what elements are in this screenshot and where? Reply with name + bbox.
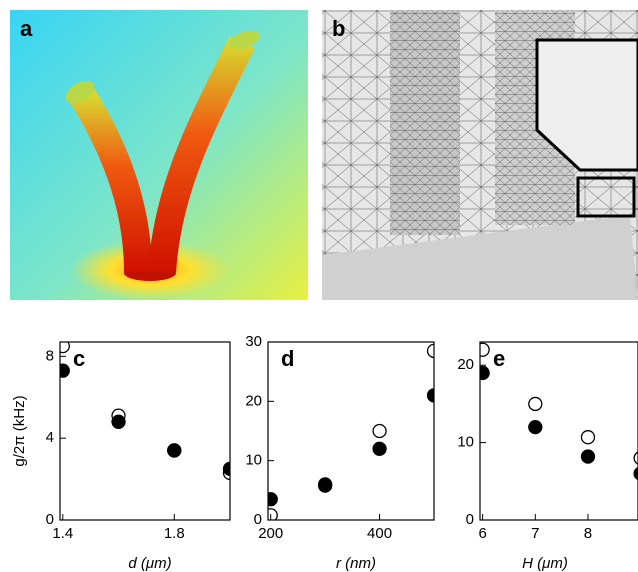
panel-label: d — [281, 346, 294, 371]
data-point — [476, 366, 489, 379]
data-point — [264, 493, 277, 506]
x-tick-label: 8 — [584, 525, 592, 542]
data-point — [56, 364, 69, 377]
y-tick-label: 10 — [457, 434, 474, 451]
panel-label: c — [73, 346, 85, 371]
x-tick-label: 400 — [367, 525, 392, 542]
panel-label: b — [332, 16, 345, 41]
y-tick-label: 0 — [466, 511, 474, 528]
panel-label: a — [20, 16, 33, 41]
panel-b-image — [322, 10, 638, 300]
x-axis-label: r (nm) — [336, 555, 376, 572]
y-tick-label: 8 — [46, 347, 54, 364]
y-tick-label: 4 — [46, 429, 54, 446]
figure: a b 1.4 1.8 0 4 8 c d (μm) g/2π (kHz) 20 0 400 0 10 20 3… — [0, 0, 638, 572]
plot-frame — [60, 342, 230, 520]
data-point — [529, 397, 542, 410]
y-tick-label: 30 — [245, 333, 262, 350]
x-axis-label: d (μm) — [128, 555, 171, 572]
data-point — [168, 444, 181, 457]
data-point — [373, 442, 386, 455]
data-point — [581, 431, 594, 444]
x-tick-label: 1.4 — [52, 525, 73, 542]
panel-label: e — [493, 346, 505, 371]
y-tick-label: 20 — [457, 356, 474, 373]
y-axis-label: g/2π (kHz) — [11, 395, 28, 466]
data-point — [529, 421, 542, 434]
y-tick-label: 10 — [245, 452, 262, 469]
panel-a-image — [10, 10, 308, 300]
data-point — [319, 478, 332, 491]
x-tick-label: 7 — [531, 525, 539, 542]
x-axis-label: H (μm) — [522, 555, 568, 572]
y-tick-label: 20 — [245, 392, 262, 409]
y-tick-label: 0 — [254, 511, 262, 528]
data-point — [112, 415, 125, 428]
x-tick-label: 6 — [478, 525, 486, 542]
data-point — [581, 450, 594, 463]
data-point — [373, 425, 386, 438]
data-point — [476, 343, 489, 356]
y-tick-label: 0 — [46, 511, 54, 528]
x-tick-label: 1.8 — [164, 525, 185, 542]
